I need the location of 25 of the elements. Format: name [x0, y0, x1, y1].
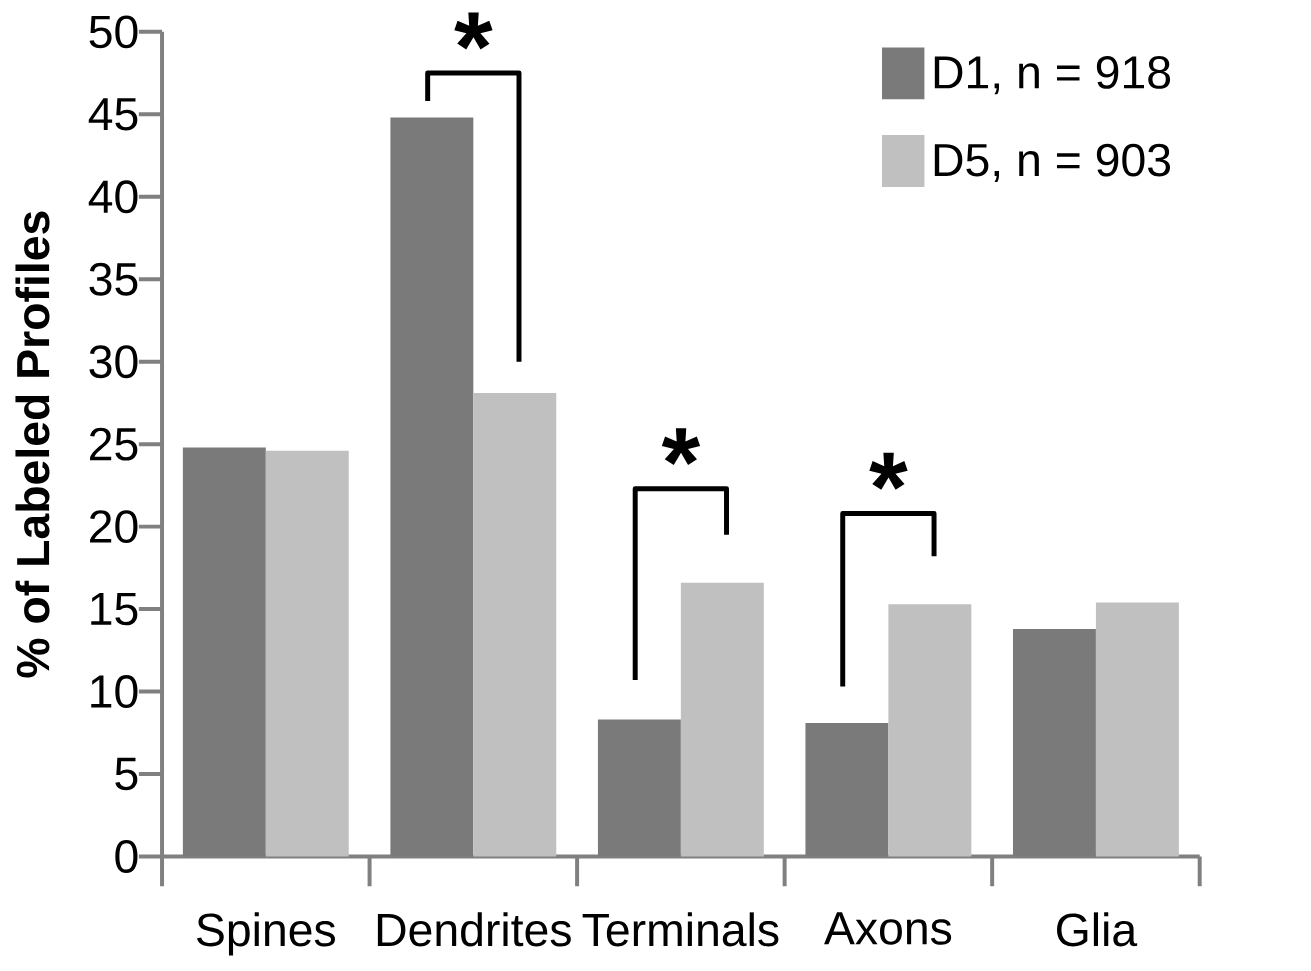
y-tick-label: 30 — [89, 345, 138, 379]
y-tick-label: 0 — [115, 840, 138, 873]
bar — [473, 393, 557, 857]
x-tick-label: Spines — [197, 912, 335, 956]
annotation: * — [661, 428, 701, 466]
x-tick-label: Axons — [824, 912, 952, 945]
y-tick-label: 25 — [90, 427, 138, 461]
y-tick-label: 50 — [89, 15, 138, 49]
annotation: * — [869, 452, 908, 490]
x-tick-label: Dendrites — [377, 912, 571, 947]
legend-label: D1, n = 918 — [934, 55, 1171, 95]
bar — [265, 450, 349, 857]
y-tick-label: 10 — [91, 675, 138, 708]
legend-label: D5, n = 903 — [934, 143, 1170, 182]
y-tick-label: 20 — [90, 510, 138, 544]
y-tick-label: 45 — [88, 98, 138, 131]
x-tick-label: Glia — [1057, 912, 1138, 947]
y-tick-label: 35 — [89, 262, 138, 296]
annotation: * — [454, 12, 493, 50]
y-tick-label: 40 — [88, 180, 138, 214]
bar — [1095, 602, 1179, 857]
x-tick-label: Terminals — [582, 912, 779, 947]
y-tick-label: 15 — [91, 592, 138, 626]
y-axis-title: % of Labeled Profiles — [15, 211, 50, 678]
y-tick-label: 5 — [115, 757, 138, 791]
